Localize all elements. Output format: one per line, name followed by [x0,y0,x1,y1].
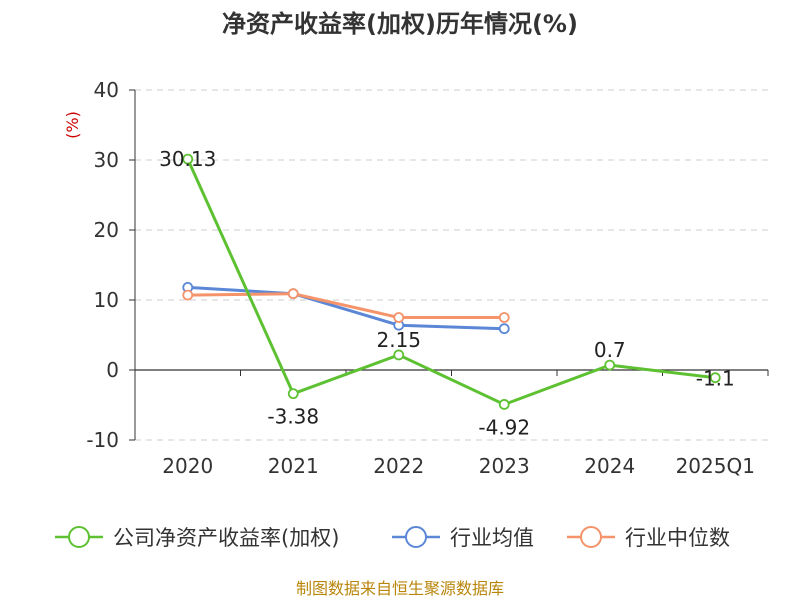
chart-title: 净资产收益率(加权)历年情况(%) [222,10,578,38]
y-axis-unit: (%) [63,111,82,139]
legend-label: 行业中位数 [625,526,730,550]
x-tick-label: 2022 [373,454,424,478]
y-tick-label: 30 [94,148,119,172]
data-point[interactable] [393,349,405,361]
legend-marker [580,526,602,548]
data-label: 0.7 [594,338,626,362]
data-point[interactable] [287,288,299,300]
axes: 40 30 20 10 0 -10 2020 2021 2022 2023 2024 2025Q1 [86,78,769,478]
y-tick-label: 0 [106,358,119,382]
legend-label: 公司净资产收益率(加权) [113,526,339,550]
data-label: -3.38 [267,405,319,429]
legend-item[interactable]: 行业中位数 [567,526,730,550]
series-line [187,285,505,331]
x-tick-label: 2021 [268,454,319,478]
y-tick-label: 10 [94,288,119,312]
y-tick-label: -10 [86,428,119,452]
data-point[interactable] [709,372,721,384]
x-tick-label: 2023 [479,454,530,478]
series [182,153,721,410]
legend-item[interactable]: 公司净资产收益率(加权) [55,526,339,550]
data-label: -4.92 [478,415,530,439]
data-point[interactable] [498,399,510,410]
y-tick-label: 40 [94,78,119,102]
x-tick-label: 2025Q1 [676,454,755,478]
data-labels: 30.13 -3.38 2.15 -4.92 0.7 -1.1 [159,147,735,439]
gridlines [135,89,768,441]
series-line [186,158,716,406]
x-tick-label: 2020 [162,454,213,478]
legend-marker [405,526,427,548]
source-note: 制图数据来自恒生聚源数据库 [296,579,504,598]
data-point[interactable] [498,312,510,323]
y-tick-label: 20 [94,218,119,242]
legend-label: 行业均值 [450,526,534,550]
legend-marker [68,526,90,548]
series-line [187,292,505,319]
data-label: 30.13 [159,147,216,171]
data-point[interactable] [182,153,194,165]
data-point[interactable] [287,388,299,400]
data-point[interactable] [393,312,405,323]
data-point[interactable] [604,359,616,371]
data-point[interactable] [182,289,194,301]
legend-item[interactable]: 行业均值 [392,526,534,550]
x-tick-label: 2024 [584,454,635,478]
data-label: -1.1 [696,367,735,391]
data-point[interactable] [498,323,510,335]
legend[interactable]: 公司净资产收益率(加权) 行业均值 行业中位数 [55,526,730,550]
data-label: 2.15 [376,328,421,352]
